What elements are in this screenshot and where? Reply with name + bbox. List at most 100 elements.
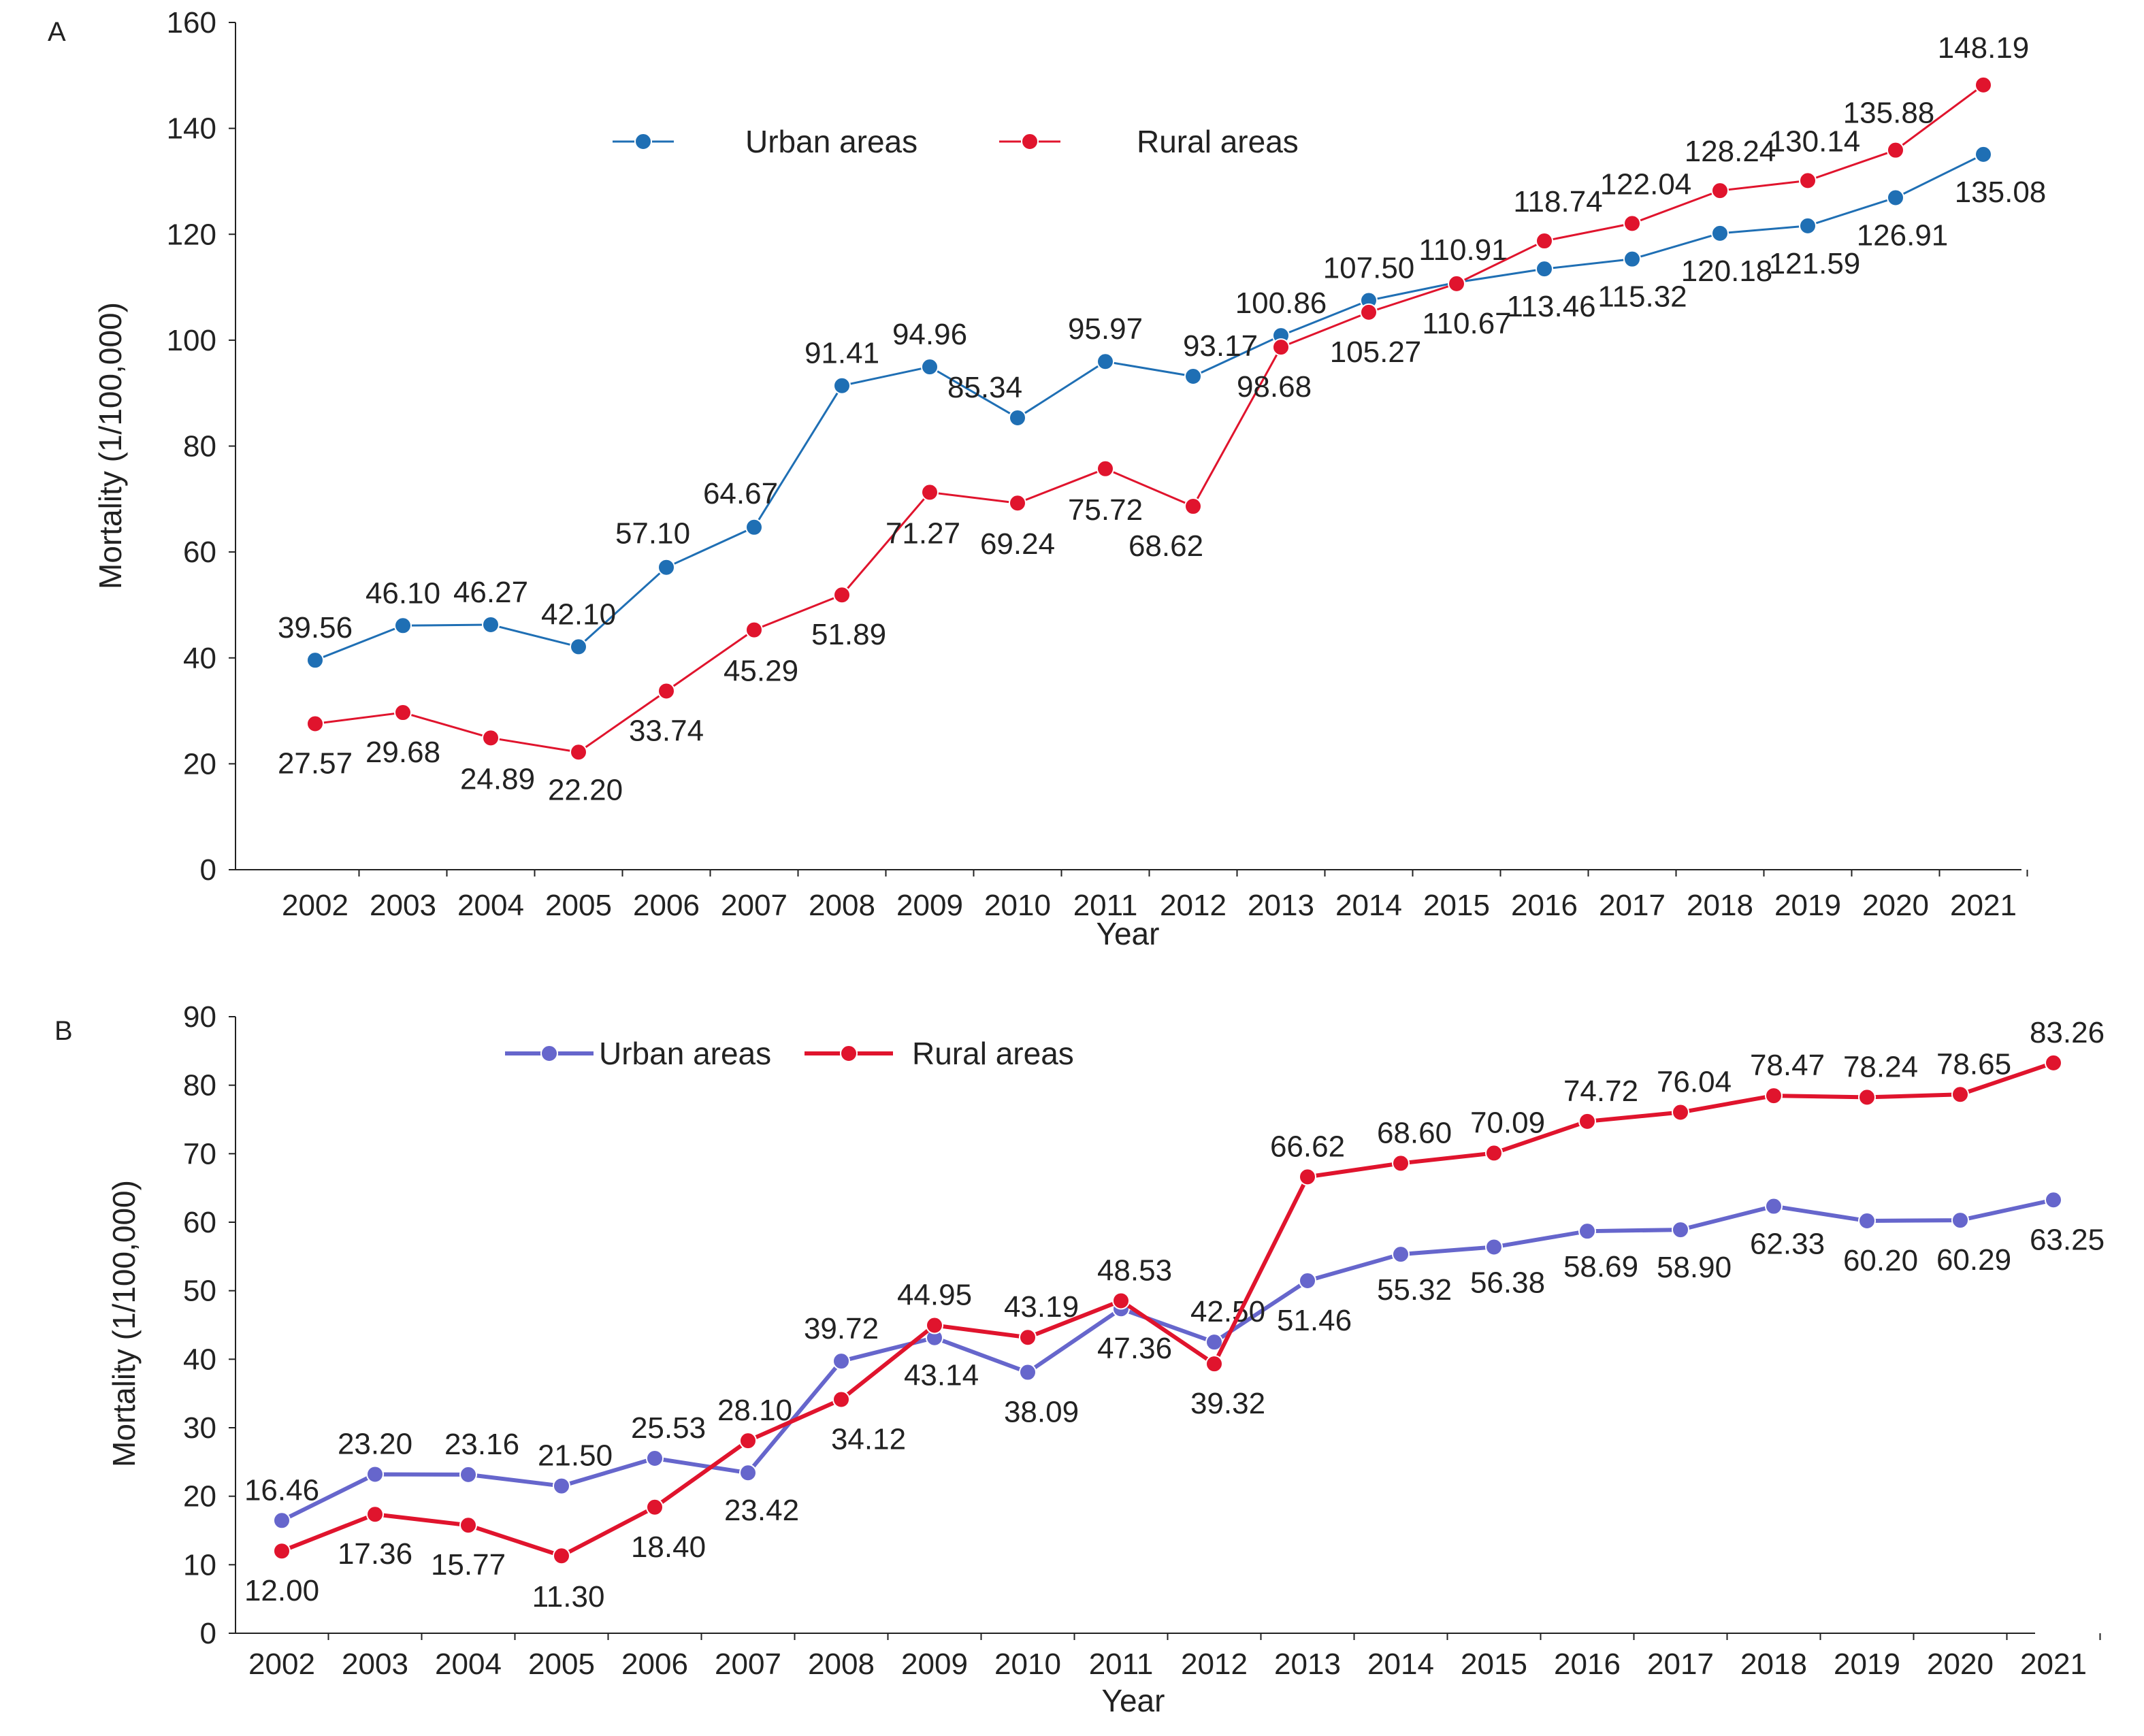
data-point: [1975, 76, 1992, 94]
data-label: 28.10: [717, 1394, 792, 1427]
data-point: [926, 1316, 943, 1334]
data-label: 58.90: [1657, 1251, 1732, 1284]
data-point: [482, 615, 500, 634]
y-tick-label: 10: [183, 1548, 216, 1582]
data-point: [1009, 408, 1026, 427]
data-label: 38.09: [1004, 1396, 1079, 1429]
series-line: [280, 1198, 2054, 1522]
data-point: [459, 1465, 477, 1484]
x-tick-label: 2012: [1160, 889, 1227, 922]
data-point: [394, 704, 412, 722]
data-point: [1799, 171, 1817, 190]
legend-label: Rural areas: [912, 1036, 1074, 1071]
data-label: 33.74: [629, 714, 704, 747]
x-tick-label: 2010: [994, 1648, 1061, 1681]
data-label: 110.67: [1422, 307, 1511, 340]
data-point: [1887, 141, 1904, 159]
y-tick-label: 20: [183, 1480, 216, 1513]
x-tick-label: 2011: [1089, 1648, 1154, 1681]
x-tick-label: 2007: [715, 1648, 781, 1681]
data-point: [570, 743, 587, 761]
data-label: 62.33: [1750, 1228, 1825, 1261]
data-point: [1975, 145, 1992, 163]
data-label: 75.72: [1068, 493, 1143, 527]
data-point: [1623, 214, 1641, 233]
data-label: 29.68: [366, 736, 440, 769]
data-point: [1184, 497, 1202, 516]
data-label: 22.20: [548, 773, 623, 806]
data-point: [366, 1465, 384, 1484]
x-tick-label: 2016: [1511, 889, 1578, 922]
data-label: 118.74: [1513, 185, 1602, 218]
x-tick-label: 2019: [1834, 1648, 1900, 1681]
data-point: [1578, 1112, 1596, 1130]
data-point: [833, 376, 851, 395]
data-point: [306, 651, 324, 670]
legend: Urban areas Rural areas: [613, 124, 1299, 159]
x-tick-label: 2003: [342, 1648, 408, 1681]
x-tick-label: 2013: [1248, 889, 1314, 922]
panel-letter: B: [54, 1016, 73, 1046]
data-point: [1672, 1221, 1689, 1239]
y-tick-label: 80: [183, 430, 216, 463]
data-label: 85.34: [947, 371, 1022, 404]
data-label: 58.69: [1563, 1250, 1638, 1283]
data-label: 42.50: [1190, 1295, 1265, 1328]
x-tick-label: 2005: [528, 1648, 595, 1681]
panel-letter: A: [48, 17, 66, 47]
data-point: [1184, 367, 1202, 386]
data-point: [1951, 1211, 1969, 1230]
data-label: 42.10: [541, 597, 616, 631]
data-label: 11.30: [532, 1580, 605, 1614]
data-point: [1392, 1245, 1410, 1264]
data-point: [646, 1498, 664, 1516]
data-point: [1711, 224, 1729, 242]
data-point: [657, 682, 675, 700]
x-tick-label: 2015: [1423, 889, 1490, 922]
data-point: [1799, 216, 1817, 235]
y-tick-label: 120: [167, 218, 216, 251]
data-label: 16.46: [244, 1473, 319, 1507]
data-point: [1205, 1355, 1223, 1373]
y-tick-label: 60: [183, 536, 216, 569]
data-label: 76.04: [1657, 1066, 1732, 1099]
y-tick-label: 70: [183, 1137, 216, 1170]
data-label: 23.20: [338, 1427, 412, 1460]
y-tick-label: 60: [183, 1206, 216, 1239]
x-axis-title: Year: [1102, 1683, 1165, 1718]
data-label: 128.24: [1685, 135, 1776, 168]
data-point: [832, 1390, 850, 1409]
data-label: 46.27: [453, 576, 528, 609]
series-urban-areas: 39.56 46.10 46.27 42.10 57.10 64.67 91.41 94.96…: [278, 145, 2046, 670]
data-label: 115.32: [1597, 280, 1687, 314]
data-point: [273, 1511, 291, 1530]
x-tick-label: 2006: [633, 889, 700, 922]
x-tick-label: 2009: [901, 1648, 968, 1681]
x-tick-label: 2021: [2020, 1648, 2087, 1681]
data-label: 68.60: [1377, 1116, 1452, 1149]
data-label: 98.68: [1237, 370, 1312, 404]
legend-label: Urban areas: [599, 1036, 771, 1071]
data-label: 105.27: [1330, 335, 1422, 369]
data-label: 56.38: [1470, 1266, 1545, 1299]
data-point: [553, 1477, 570, 1495]
x-tick-label: 2002: [282, 889, 348, 922]
data-label: 39.72: [804, 1312, 879, 1345]
data-point: [1858, 1088, 1876, 1107]
chart-panel-a: A 0 20 40 60 80 100 120 140 160 2002 2003 2004 2005 20…: [48, 6, 2046, 951]
data-point: [833, 586, 851, 604]
data-label: 12.00: [244, 1574, 319, 1607]
x-tick-label: 2002: [248, 1648, 315, 1681]
legend-label: Rural areas: [1137, 124, 1299, 159]
legend-marker: [540, 1045, 558, 1062]
x-tick-label: 2015: [1461, 1648, 1527, 1681]
legend-marker: [1021, 133, 1039, 150]
y-tick-label: 50: [183, 1275, 216, 1308]
y-tick-label: 90: [183, 1000, 216, 1034]
y-tick-label: 0: [200, 853, 216, 887]
data-label: 78.47: [1750, 1049, 1825, 1082]
data-label: 95.97: [1068, 312, 1143, 346]
data-point: [553, 1547, 570, 1565]
data-label: 130.14: [1769, 125, 1861, 158]
x-tick-label: 2016: [1554, 1648, 1621, 1681]
